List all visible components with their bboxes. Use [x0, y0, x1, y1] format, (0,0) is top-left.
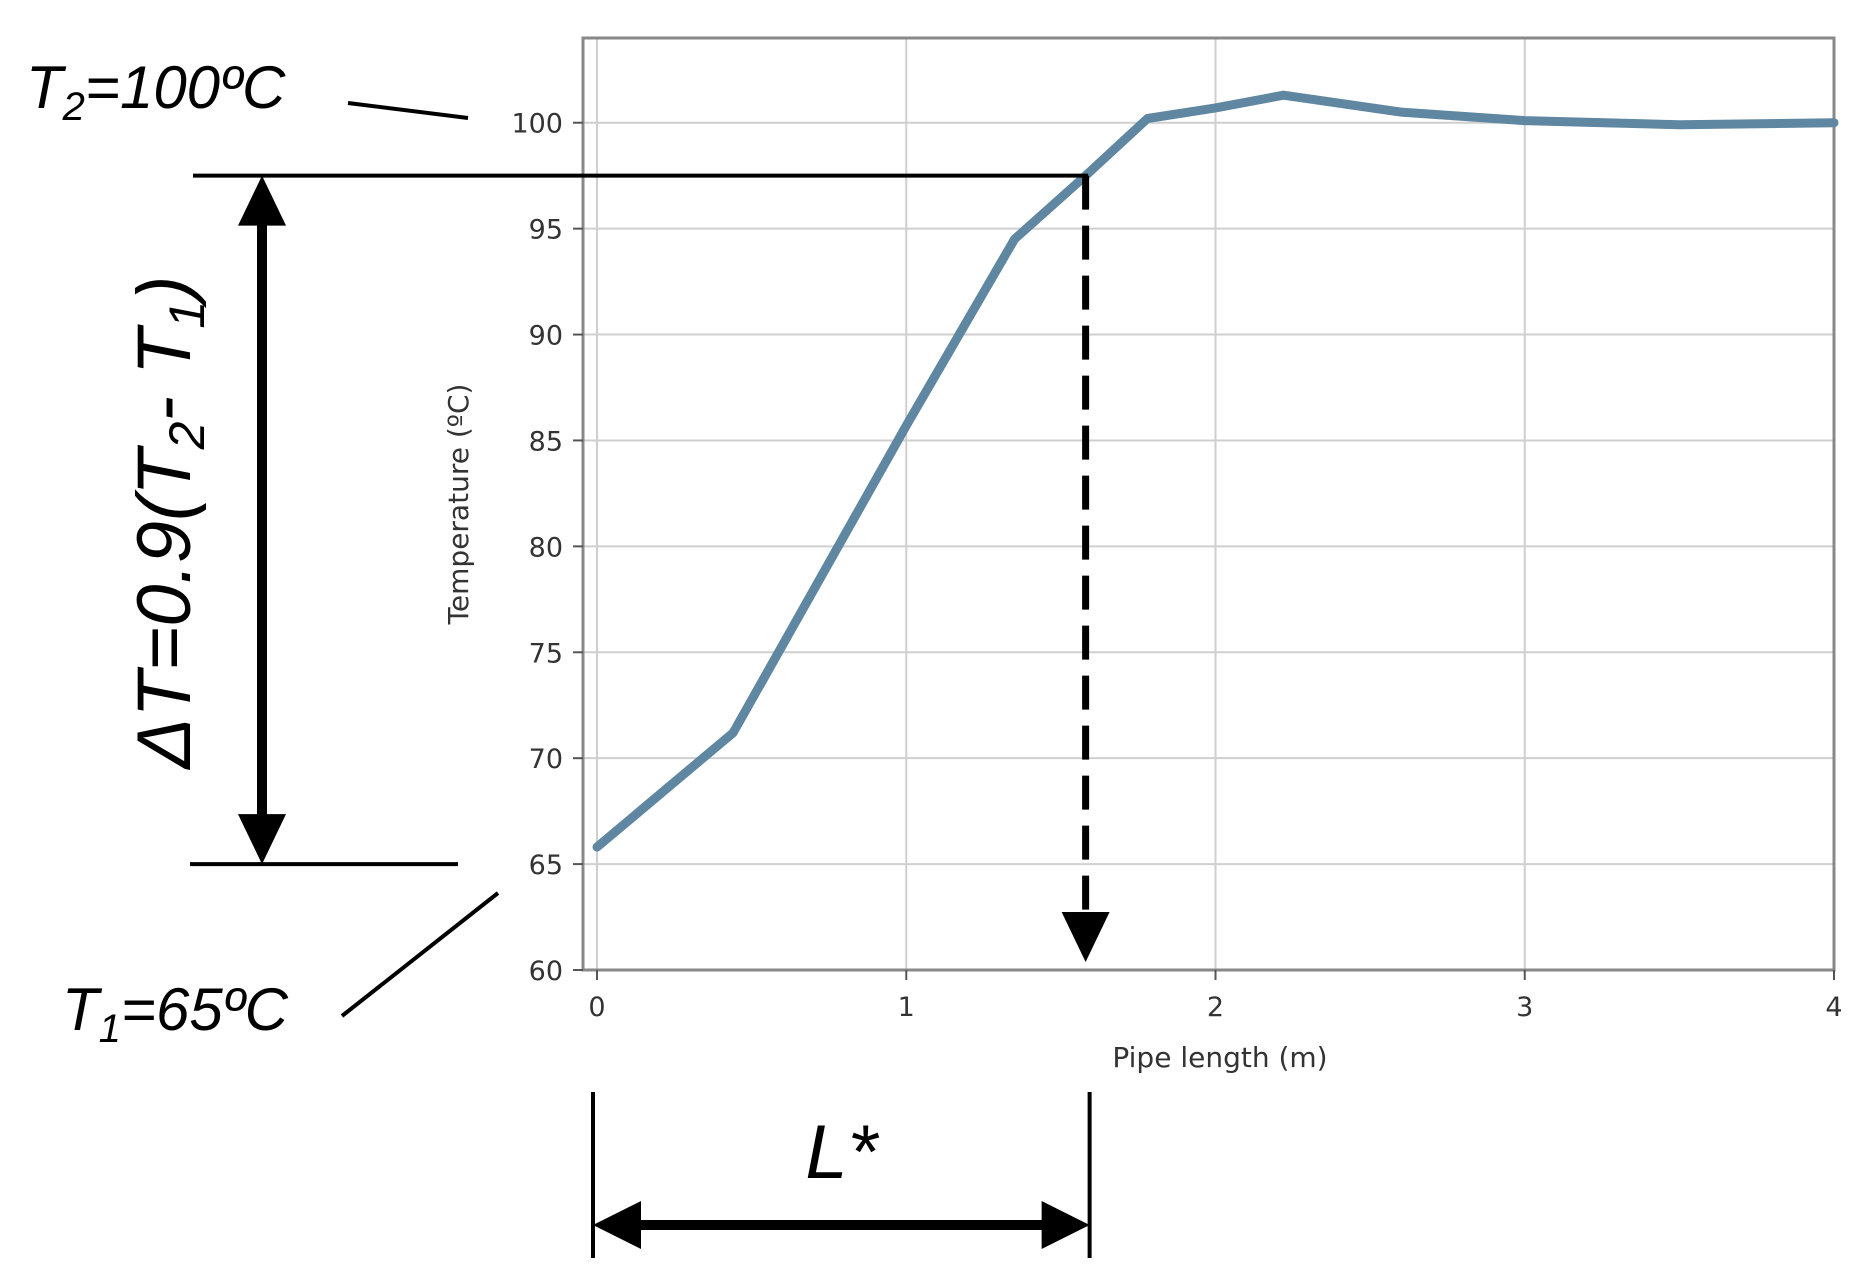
temperature-series-line	[592, 90, 1839, 852]
lstar-arrow-head-left	[593, 1201, 641, 1249]
grid-lines	[583, 38, 1835, 971]
t1-label: T1=65ºC	[62, 976, 289, 1051]
y-axis-ticks: 60 65 70 75 80 85 90 95 100	[511, 109, 583, 987]
x-tick-label: 4	[1825, 992, 1842, 1023]
annotations: T2=100ºC T1=65ºC ΔT=0.9(T2- T1) L*	[26, 54, 1110, 1258]
lstar-arrow-head-right	[1041, 1201, 1090, 1249]
x-axis-ticks: 0 1 2 3 4	[588, 970, 1843, 1023]
plot-frame	[581, 36, 1836, 972]
delta-t-label: ΔT=0.9(T2- T1)	[122, 276, 215, 771]
x-tick-label: 1	[898, 992, 915, 1023]
y-tick-label: 70	[529, 744, 563, 775]
x-axis-label: Pipe length (m)	[1112, 1041, 1327, 1074]
dashed-arrow-head	[1061, 912, 1110, 962]
x-tick-label: 2	[1207, 992, 1224, 1023]
t1-leader-line	[340, 891, 500, 1018]
delta-arrow-head-down	[238, 814, 286, 865]
x-tick-label: 3	[1516, 992, 1533, 1023]
y-axis-label: Temperature (ºC)	[442, 384, 475, 626]
t2-label: T2=100ºC	[26, 54, 286, 129]
y-tick-label: 65	[529, 850, 563, 881]
y-tick-label: 80	[529, 532, 563, 563]
y-tick-label: 90	[529, 321, 563, 352]
y-tick-label: 60	[529, 956, 563, 987]
y-tick-label: 85	[529, 426, 563, 457]
x-tick-label: 0	[588, 992, 605, 1023]
y-tick-label: 100	[511, 109, 563, 140]
lstar-label: L*	[805, 1110, 879, 1195]
y-tick-label: 95	[529, 215, 563, 246]
t2-leader-line	[347, 101, 469, 120]
y-tick-label: 75	[529, 638, 563, 669]
delta-arrow-head-up	[238, 175, 286, 226]
